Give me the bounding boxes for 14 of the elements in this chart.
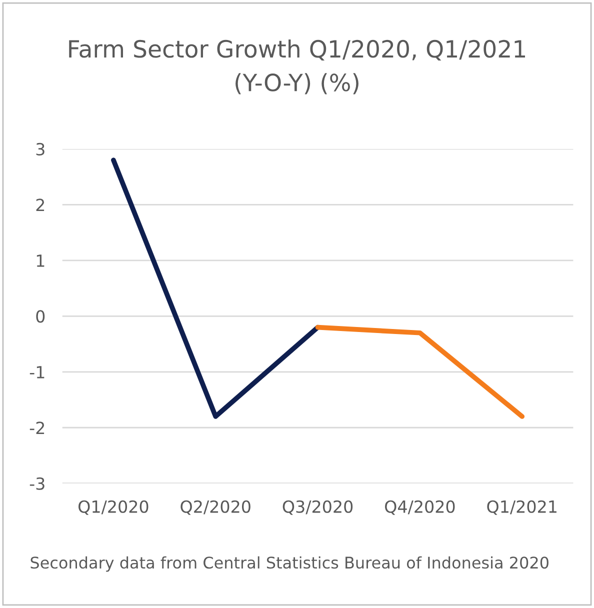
- y-tick-label: -3: [30, 477, 44, 490]
- x-tick-label: Q3/2020: [282, 500, 353, 515]
- y-tick-label: -2: [30, 422, 44, 434]
- y-tick-label: 2: [36, 198, 44, 212]
- x-tick-label: Q4/2020: [385, 500, 455, 515]
- y-tick-label: 0: [36, 310, 45, 323]
- x-tick-label: Q1/2020: [78, 500, 148, 515]
- x-tick-label: Q2/2020: [180, 500, 250, 515]
- y-tick-label: -1: [30, 366, 44, 378]
- chart-title: Farm Sector Growth Q1/2020, Q1/2021 (Y-O-Y) (%): [69, 40, 526, 94]
- y-tick-label: 1: [36, 254, 44, 267]
- x-tick-label: Q1/2021: [487, 500, 556, 515]
- y-tick-label: 3: [36, 142, 44, 156]
- text: Secondary data from Central Statistics Bureau of Indonesia 2020: [30, 556, 548, 572]
